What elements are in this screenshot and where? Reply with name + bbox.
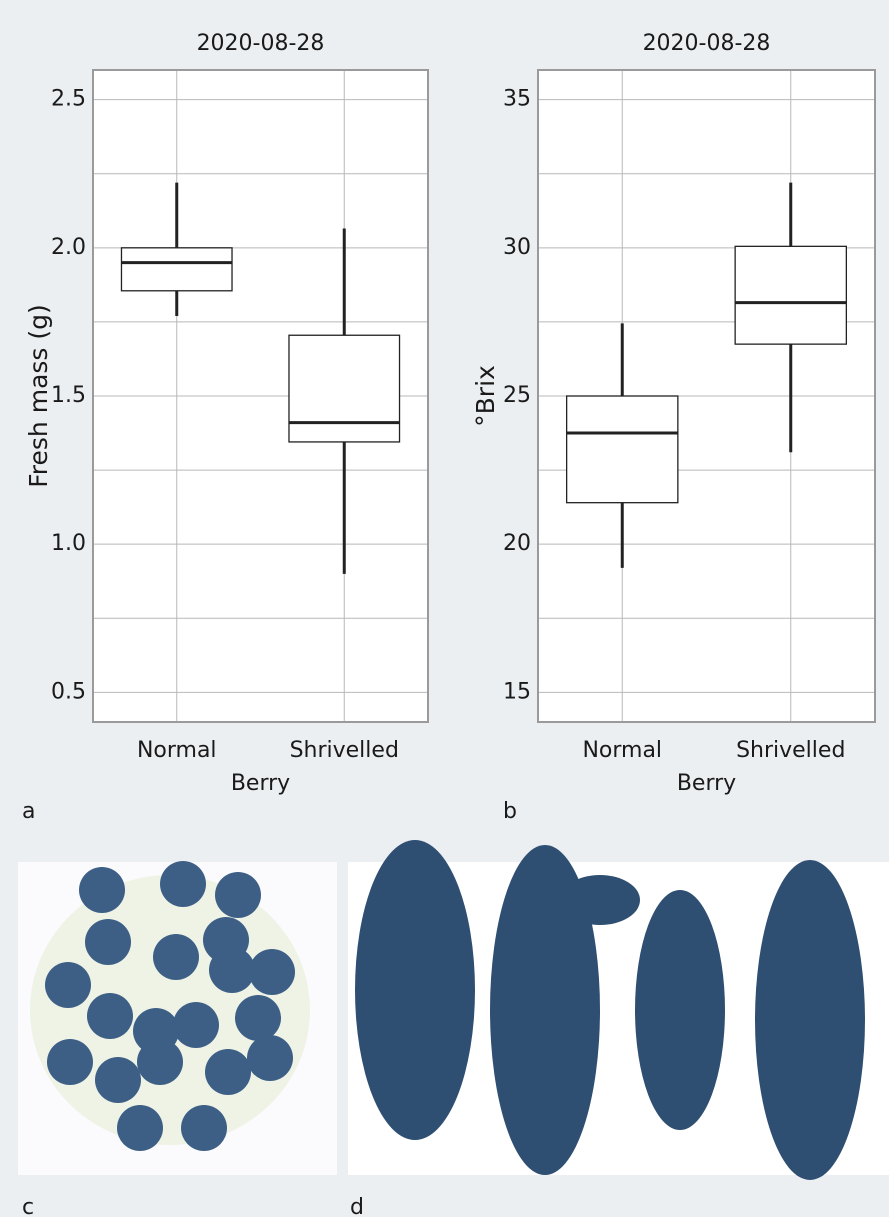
x-tick-label: Normal: [582, 738, 662, 763]
y-tick-label: 20: [503, 531, 531, 556]
berry: [137, 1039, 183, 1085]
panel-label: c: [22, 1195, 34, 1217]
y-tick-label: 1.0: [51, 531, 86, 556]
x-axis-label: Berry: [677, 771, 736, 796]
y-tick-label: 1.5: [51, 383, 86, 408]
berry: [173, 1002, 219, 1048]
chart: 15 20 25 30 35 Normal Shrivelled 2020-08-28 Berr…: [471, 31, 876, 796]
grape-cluster: [355, 840, 475, 1140]
chart: 0.5 1.0 1.5 2.0 2.5 Normal Shrivelled 2020-08-2…: [24, 31, 429, 796]
x-tick-label: Normal: [137, 738, 217, 763]
berry: [215, 872, 261, 918]
berry: [235, 995, 281, 1041]
berry: [47, 1039, 93, 1085]
x-tick-label: Shrivelled: [290, 738, 399, 763]
berry: [153, 934, 199, 980]
y-axis-label: Fresh mass (g): [24, 304, 53, 488]
berry: [117, 1105, 163, 1151]
berry: [181, 1105, 227, 1151]
y-axis-label: °Brix: [471, 365, 500, 427]
y-tick-label: 0.5: [51, 679, 86, 704]
berry: [249, 949, 295, 995]
panel-label: d: [350, 1195, 364, 1217]
panel-label: a: [22, 799, 35, 824]
berry: [209, 947, 255, 993]
berry: [205, 1049, 251, 1095]
box: [565, 395, 679, 504]
plot-border: [537, 69, 876, 723]
grape-cluster: [635, 890, 725, 1130]
y-tick-label: 15: [503, 679, 531, 704]
chart-title: 2020-08-28: [643, 31, 771, 56]
berry: [87, 993, 133, 1039]
grape-cluster: [560, 875, 640, 925]
berry: [247, 1035, 293, 1081]
berry: [85, 919, 131, 965]
x-axis-label: Berry: [231, 771, 290, 796]
x-tick-label: Shrivelled: [736, 738, 845, 763]
y-tick-label: 25: [503, 383, 531, 408]
berry: [79, 867, 125, 913]
chart-title: 2020-08-28: [197, 31, 325, 56]
box: [288, 334, 401, 443]
y-tick-label: 30: [503, 235, 531, 260]
box: [734, 245, 848, 345]
grape-cluster: [490, 845, 600, 1175]
grape-cluster: [755, 860, 865, 1180]
box: [120, 247, 233, 292]
berry: [45, 962, 91, 1008]
berry: [95, 1057, 141, 1103]
panel-label: b: [503, 799, 517, 824]
y-tick-label: 35: [503, 87, 531, 112]
berry: [160, 861, 206, 907]
y-tick-label: 2.0: [51, 235, 86, 260]
plot-border: [92, 69, 429, 723]
y-tick-label: 2.5: [51, 87, 86, 112]
